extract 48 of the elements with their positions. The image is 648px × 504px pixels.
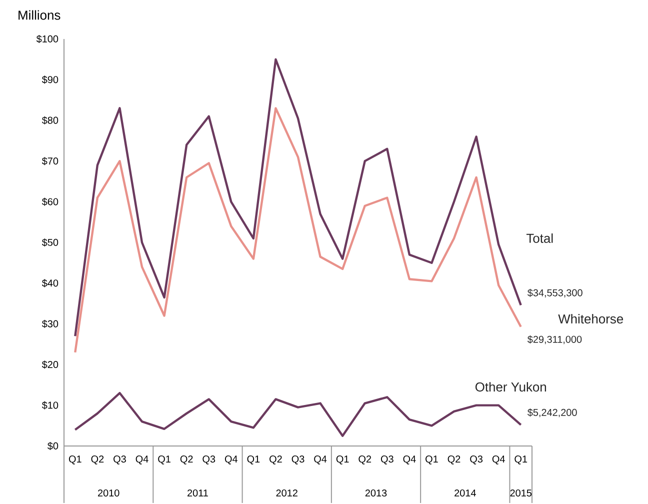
y-tick-label: $20 [42, 360, 58, 369]
y-tick-label: $10 [42, 402, 58, 410]
y-tick-label: $100 [36, 35, 58, 44]
x-tick-label: Q1 [247, 456, 260, 465]
x-tick-label: Q1 [68, 456, 82, 465]
x-tick-label: Q2 [270, 456, 282, 465]
text: 2010 [98, 490, 120, 497]
annotation: $5,242,200 [527, 408, 577, 418]
y-tick-label: $40 [42, 279, 58, 288]
x-tick-label: Q3 [202, 456, 216, 465]
x-tick-label: Q4 [224, 456, 238, 465]
text: 2014 [454, 490, 476, 497]
series-label: Other Yukon [475, 382, 546, 392]
x-tick-label: Q2 [91, 456, 104, 465]
x-tick-label: Q1 [336, 456, 349, 465]
y-tick-label: $70 [42, 157, 58, 166]
y-axis-title: Millions [18, 10, 60, 20]
text: 2013 [365, 490, 387, 497]
x-tick-label: Q1 [158, 456, 170, 465]
text: Whitehorse [558, 314, 624, 324]
y-tick-label: $30 [42, 320, 58, 328]
x-tick-label: Q3 [470, 456, 483, 465]
x-tick-label: Q2 [180, 456, 193, 465]
y-tick-label: $0 [48, 442, 58, 450]
text: Total [526, 234, 553, 244]
x-tick-label: Q2 [448, 456, 460, 465]
x-tick-label: Q4 [403, 456, 416, 465]
x-tick-label: Q4 [492, 456, 505, 465]
y-tick-label: $80 [42, 116, 58, 125]
x-tick-label: Q4 [136, 456, 148, 465]
x-tick-label: Q3 [114, 456, 126, 465]
x-tick-label: Q2 [358, 456, 372, 465]
x-tick-label: Q1 [426, 456, 438, 465]
x-tick-label: Q3 [292, 456, 304, 465]
y-tick-label: $60 [42, 198, 58, 206]
line-series [74, 58, 522, 338]
line-series [74, 392, 522, 438]
y-tick-label: $50 [42, 238, 58, 247]
x-tick-label: Q4 [314, 456, 327, 465]
x-tick-label: Q1 [514, 456, 528, 465]
x-tick-label: Q3 [380, 456, 394, 465]
annotation: $29,311,000 [527, 336, 582, 344]
line-series [74, 107, 522, 354]
annotation: $34,553,300 [527, 289, 582, 298]
text: 2015 [510, 490, 532, 497]
text: 2012 [276, 490, 298, 497]
y-tick-label: $90 [42, 76, 58, 84]
text: 2011 [188, 490, 208, 497]
